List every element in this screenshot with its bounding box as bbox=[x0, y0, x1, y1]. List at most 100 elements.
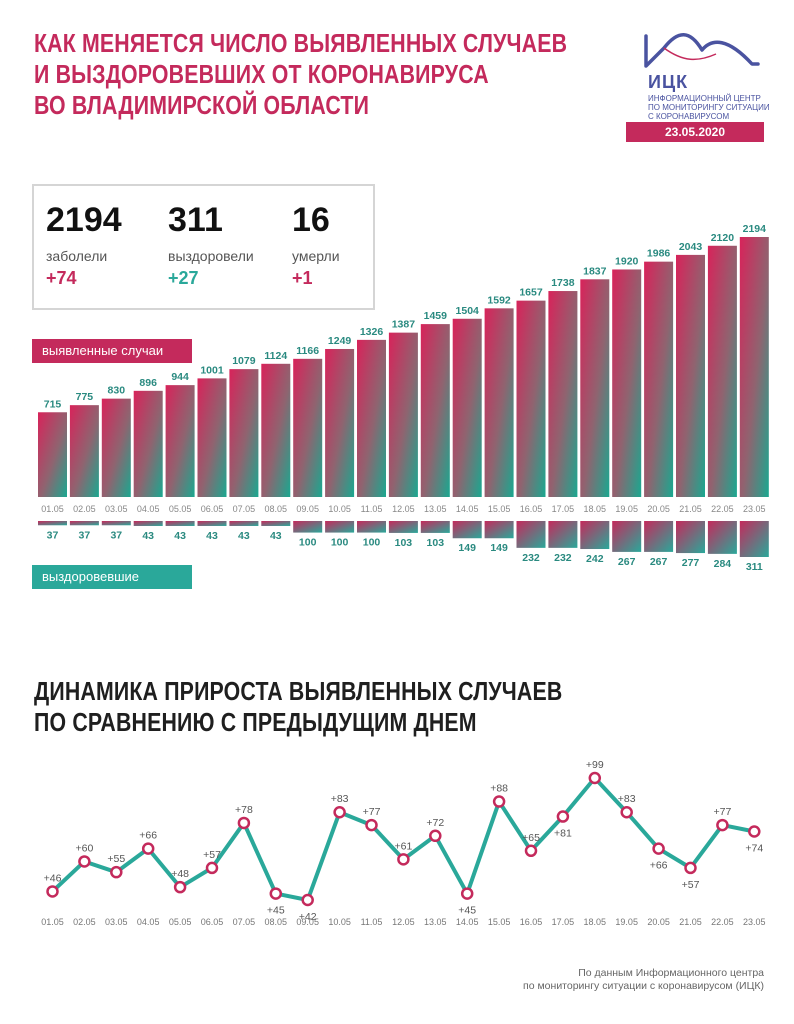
recovered-bar bbox=[261, 521, 291, 526]
date-tick-label: 01.05 bbox=[41, 504, 64, 514]
recovered-bar-label: 311 bbox=[746, 561, 763, 573]
case-bar bbox=[197, 378, 227, 497]
date-tick-label: 17.05 bbox=[552, 917, 575, 927]
stats-box: 2194 заболели +74 311 выздоровели +27 16… bbox=[32, 184, 375, 310]
growth-point bbox=[46, 885, 59, 898]
date-badge: 23.05.2020 bbox=[626, 122, 764, 142]
cases-bar-chart: 715 01.05 37 775 02.05 37 830 03.05 37 896 04.05 43… bbox=[38, 223, 769, 573]
date-tick-label: 19.05 bbox=[615, 917, 638, 927]
growth-point-label: +65 bbox=[522, 832, 540, 844]
recovered-bar-label: 100 bbox=[331, 537, 349, 549]
case-bar-label: 1657 bbox=[519, 287, 543, 299]
date-tick-label: 19.05 bbox=[615, 504, 638, 514]
growth-point-label: +45 bbox=[267, 905, 285, 917]
growth-point bbox=[460, 887, 474, 900]
date-tick-label: 08.05 bbox=[265, 917, 288, 927]
growth-point-label: +66 bbox=[650, 860, 668, 872]
growth-point bbox=[141, 842, 155, 855]
recovered-bar bbox=[357, 521, 386, 533]
stat-infected: 2194 заболели +74 bbox=[46, 202, 122, 289]
recovered-bar-label: 103 bbox=[427, 537, 445, 549]
growth-line-chart: +46 01.05 +60 02.05 +55 03.05 +66 04.05 +48 05.05… bbox=[41, 759, 765, 927]
growth-point bbox=[237, 816, 251, 830]
case-bar-label: 1249 bbox=[328, 335, 352, 347]
growth-point-label: +77 bbox=[363, 806, 381, 818]
growth-point bbox=[492, 795, 506, 808]
date-tick-label: 01.05 bbox=[41, 917, 64, 927]
date-tick-label: 02.05 bbox=[73, 504, 96, 514]
case-bar bbox=[644, 261, 674, 497]
case-bar bbox=[325, 348, 355, 497]
growth-point-label: +45 bbox=[458, 905, 476, 917]
recovered-bar-label: 100 bbox=[299, 537, 317, 549]
recovered-bar bbox=[420, 521, 450, 533]
date-tick-label: 22.05 bbox=[711, 917, 734, 927]
case-bar bbox=[484, 308, 514, 497]
case-bar bbox=[420, 324, 450, 497]
recovered-bar-label: 100 bbox=[363, 537, 381, 549]
case-bar bbox=[69, 405, 99, 497]
date-tick-label: 06.05 bbox=[201, 917, 224, 927]
date-tick-label: 11.05 bbox=[361, 917, 383, 927]
recovered-bar-label: 149 bbox=[490, 542, 508, 554]
stat-died-value: 16 bbox=[292, 201, 330, 239]
growth-point-label: +57 bbox=[203, 849, 221, 861]
growth-point-label: +60 bbox=[75, 842, 93, 854]
stat-recovered-delta: +27 bbox=[168, 268, 199, 288]
case-bar bbox=[739, 237, 769, 497]
date-tick-label: 10.05 bbox=[328, 917, 351, 927]
recovered-bar-label: 43 bbox=[174, 530, 186, 542]
growth-point bbox=[588, 771, 602, 785]
date-tick-label: 23.05 bbox=[743, 504, 766, 514]
case-bar bbox=[293, 358, 323, 497]
recovered-bar-label: 43 bbox=[270, 530, 282, 542]
growth-point bbox=[429, 829, 442, 843]
recovered-bar bbox=[516, 521, 546, 548]
date-tick-label: 08.05 bbox=[265, 504, 288, 514]
stat-recovered: 311 выздоровели +27 bbox=[168, 202, 254, 289]
logo-name: ИЦК bbox=[648, 72, 689, 92]
case-bar-label: 2194 bbox=[743, 223, 767, 235]
recovered-bar bbox=[197, 521, 227, 526]
growth-point bbox=[205, 861, 219, 875]
stat-died-delta: +1 bbox=[292, 268, 313, 288]
recovered-bar-label: 242 bbox=[586, 553, 604, 565]
date-tick-label: 18.05 bbox=[584, 504, 607, 514]
recovered-bar bbox=[293, 521, 323, 533]
date-tick-label: 16.05 bbox=[520, 504, 543, 514]
date-tick-label: 09.05 bbox=[296, 504, 319, 514]
date-tick-label: 17.05 bbox=[552, 504, 575, 514]
case-bar-label: 1124 bbox=[264, 350, 287, 362]
date-tick-label: 13.05 bbox=[424, 917, 447, 927]
recovered-bar-label: 149 bbox=[458, 542, 476, 554]
source-line-1: По данным Информационного центра bbox=[578, 967, 764, 979]
growth-point-label: +74 bbox=[745, 843, 763, 855]
date-tick-label: 14.05 bbox=[456, 504, 479, 514]
growth-point bbox=[748, 825, 761, 838]
case-bar-label: 1459 bbox=[424, 310, 448, 322]
case-bar bbox=[516, 300, 546, 497]
growth-point bbox=[173, 880, 187, 894]
stat-died: 16 умерли +1 bbox=[292, 202, 340, 289]
recovered-bar-label: 37 bbox=[110, 529, 122, 541]
case-bar-label: 2043 bbox=[679, 241, 703, 253]
date-tick-label: 12.05 bbox=[392, 917, 415, 927]
source-note: По данным Информационного центра по мони… bbox=[523, 967, 764, 993]
recovered-bar-label: 277 bbox=[682, 557, 700, 569]
case-bar-label: 1986 bbox=[647, 248, 671, 260]
growth-point-label: +81 bbox=[554, 828, 572, 840]
date-tick-label: 21.05 bbox=[679, 504, 702, 514]
case-bar-label: 1166 bbox=[296, 345, 319, 357]
date-tick-label: 02.05 bbox=[73, 917, 96, 927]
logo-subtitle-line: Информационный центр bbox=[648, 94, 761, 103]
case-bar-label: 1837 bbox=[583, 265, 607, 277]
stat-recovered-value: 311 bbox=[168, 201, 223, 239]
recovered-bar-label: 267 bbox=[618, 556, 636, 568]
date-tick-label: 12.05 bbox=[392, 504, 415, 514]
case-bar-label: 1001 bbox=[200, 364, 224, 376]
recovered-bar bbox=[388, 521, 418, 533]
recovered-bar-label: 232 bbox=[522, 552, 540, 564]
growth-point-label: +55 bbox=[107, 853, 125, 865]
growth-point-label: +88 bbox=[490, 783, 508, 795]
date-tick-label: 05.05 bbox=[169, 504, 192, 514]
